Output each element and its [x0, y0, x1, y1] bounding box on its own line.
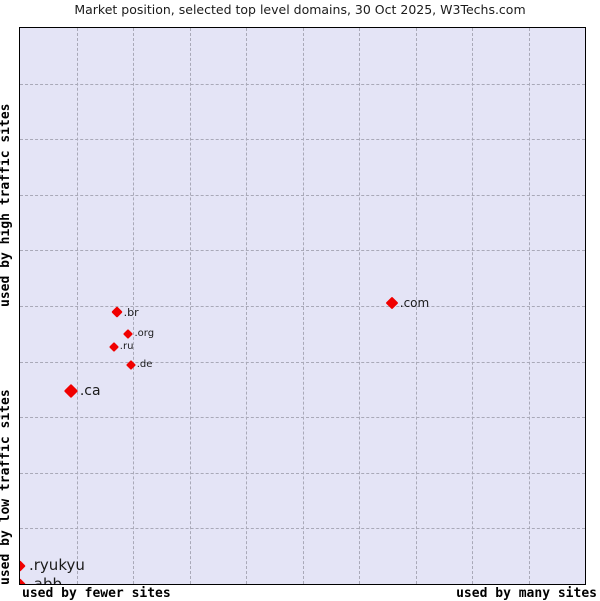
gridline-vertical	[359, 28, 360, 584]
y-axis-label-bottom-text: used by low traffic sites	[0, 389, 13, 585]
gridline-vertical	[528, 28, 530, 584]
gridline-vertical	[76, 28, 78, 584]
x-axis-label-left: used by fewer sites	[22, 586, 171, 601]
gridline-horizontal	[20, 250, 585, 252]
data-point-marker-icon	[110, 306, 123, 318]
y-axis-label-top: used by high traffic sites	[0, 27, 16, 308]
y-axis-label-bottom: used by low traffic sites	[0, 305, 16, 585]
data-point-label: .ryukyu	[29, 556, 85, 575]
gridline-vertical	[472, 28, 473, 584]
data-point-label: .ru	[119, 340, 134, 352]
gridline-horizontal	[20, 361, 585, 363]
gridline-horizontal	[20, 472, 585, 474]
gridline-horizontal	[20, 306, 585, 307]
gridline-horizontal	[20, 194, 585, 196]
data-point-marker-icon	[20, 559, 26, 572]
data-point-label: .com	[399, 296, 430, 311]
gridline-horizontal	[20, 139, 585, 141]
data-point-marker-icon	[108, 341, 119, 352]
data-point-label: .abb	[29, 574, 63, 585]
gridline-horizontal	[20, 417, 585, 419]
x-axis-label-right: used by many sites	[456, 586, 597, 601]
gridline-horizontal	[20, 528, 585, 530]
data-point-label: .org	[134, 327, 155, 339]
data-point-label: .de	[136, 359, 153, 371]
gridline-vertical	[246, 28, 247, 584]
gridline-horizontal	[20, 83, 585, 85]
y-axis-label-top-text: used by high traffic sites	[0, 103, 13, 308]
data-point-label: .br	[123, 305, 139, 319]
data-point-marker-icon	[123, 328, 134, 339]
data-point-marker-icon	[20, 578, 26, 584]
chart-title: Market position, selected top level doma…	[74, 2, 526, 17]
data-point-marker-icon	[125, 360, 136, 371]
gridline-vertical	[189, 28, 191, 584]
plot-area: .com .br .org .ru .de .ca .ryukyu .abb	[19, 27, 586, 585]
data-point-marker-icon	[63, 383, 78, 398]
data-point-label: .ca	[79, 382, 101, 399]
gridline-vertical	[302, 28, 304, 584]
data-point-marker-icon	[385, 296, 399, 310]
